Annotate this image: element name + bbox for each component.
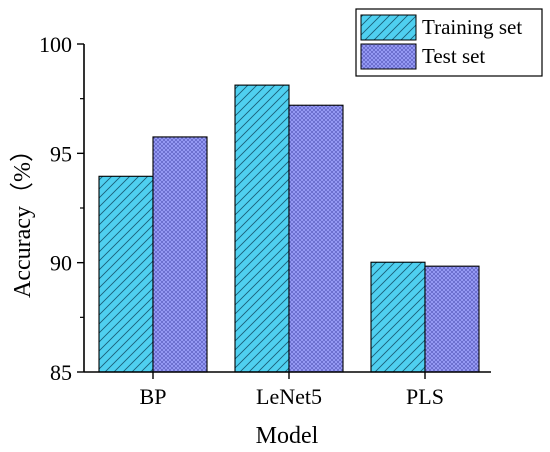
legend-swatch-test-set	[360, 43, 417, 70]
bar-test-set-bp	[152, 136, 208, 373]
bar-training-set-pls	[370, 261, 426, 373]
legend-label-training-set: Training set	[422, 15, 522, 39]
x-tick-label-pls: PLS	[406, 384, 444, 409]
bars-layer	[98, 84, 480, 373]
y-tick-label: 85	[50, 360, 72, 385]
x-tick-label-lenet5: LeNet5	[256, 384, 322, 409]
x-tick-label-bp: BP	[140, 384, 167, 409]
x-axis-title: Model	[256, 423, 319, 449]
bar-test-set-pls	[424, 265, 480, 373]
bar-test-set-lenet5	[288, 104, 344, 373]
bar-training-set-bp	[98, 175, 154, 373]
y-tick-label: 95	[50, 141, 72, 166]
y-tick-label: 100	[39, 32, 72, 57]
legend-swatch-training-set	[360, 14, 417, 41]
y-axis-title: Accuracy（%）	[10, 138, 36, 298]
legend: Training set Test set	[355, 8, 543, 77]
legend-label-test-set: Test set	[422, 44, 485, 68]
bar-training-set-lenet5	[234, 84, 290, 373]
ticks-layer: 85 90 95 100 BP LeNet5 PLS	[39, 32, 444, 409]
y-tick-label: 90	[50, 251, 72, 276]
